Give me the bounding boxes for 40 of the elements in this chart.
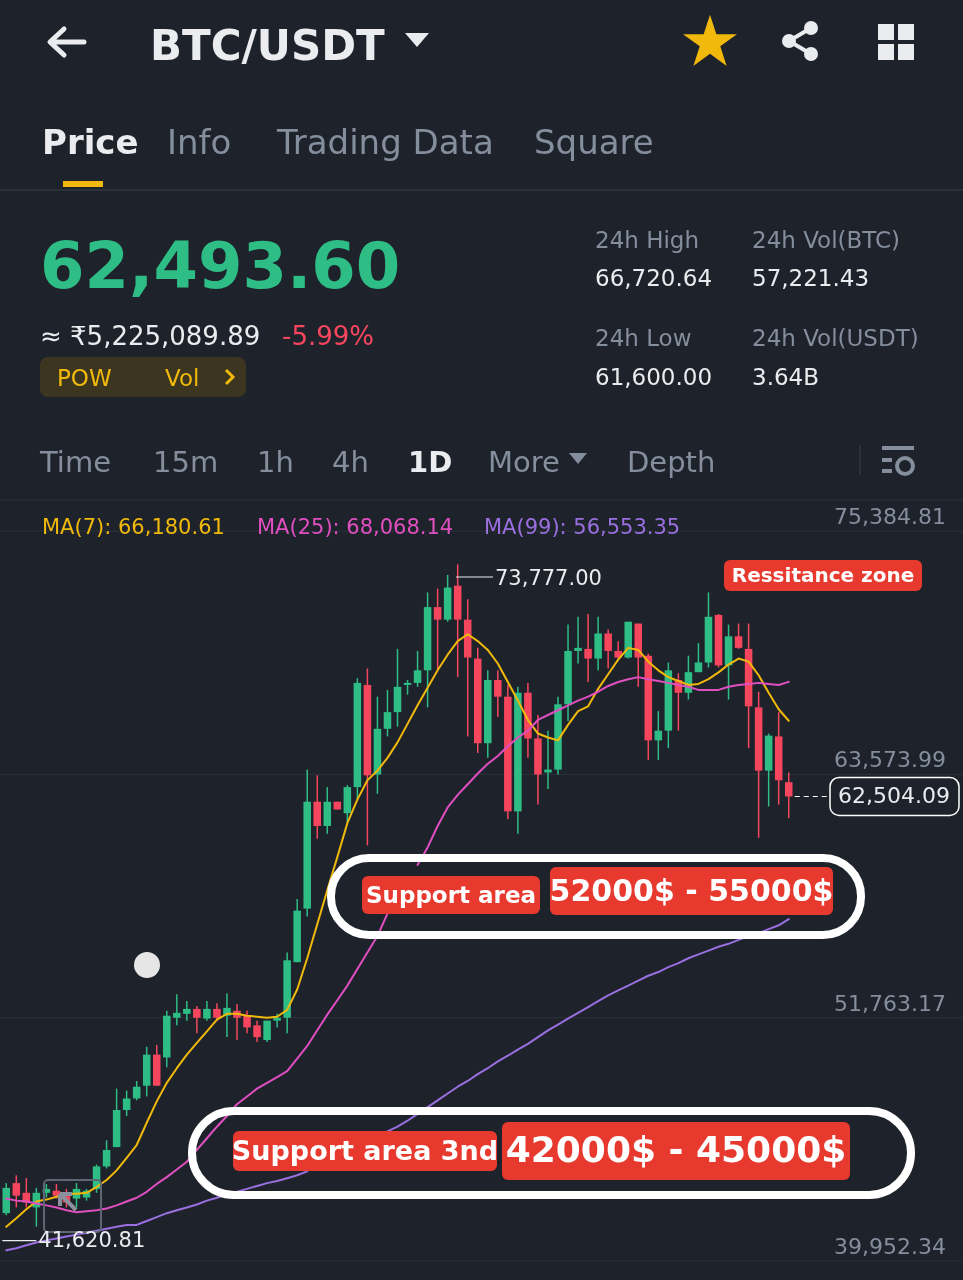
text: MA(7): 66,180.61 <box>42 515 225 539</box>
text: 66,720.64 <box>595 265 713 291</box>
y-tick-label: 51,763.17 <box>834 990 946 1016</box>
ref-line-label: 62,504.09 <box>838 783 950 809</box>
chart-title: BTC/USDT <box>150 21 386 70</box>
text: MA(99): 56,553.35 <box>484 515 681 539</box>
annotation: Support area 3nd <box>231 1134 499 1166</box>
text: -5.99% <box>282 321 374 351</box>
text: 1D <box>408 445 453 479</box>
text: 24h High <box>595 227 700 253</box>
y-tick-label: 75,384.81 <box>834 504 946 530</box>
text: 24h Vol(USDT) <box>752 325 919 351</box>
text: MA(25): 68,068.14 <box>257 515 454 539</box>
annotation: 73,777.00 <box>495 566 602 590</box>
text: 3.64B <box>752 364 819 390</box>
text: POW <box>57 365 112 391</box>
text: 24h Low <box>595 325 692 351</box>
annotation: Support area <box>366 881 536 908</box>
y-tick-label: 63,573.99 <box>834 747 946 773</box>
text: 57,221.43 <box>752 265 870 291</box>
text: 4h <box>332 445 369 479</box>
text: More <box>488 445 560 479</box>
text: 1h <box>257 445 294 479</box>
text: Trading Data <box>276 122 494 162</box>
text: 61,600.00 <box>595 364 713 390</box>
text: 24h Vol(BTC) <box>752 227 901 253</box>
text: Square <box>534 122 654 162</box>
annotation: 52000$ - 55000$ <box>549 872 834 908</box>
text: Price <box>42 122 139 162</box>
text: 15m <box>153 445 219 479</box>
text: Depth <box>627 445 716 479</box>
annotation: 41,620.81 <box>38 1227 146 1252</box>
annotation: 42000$ - 45000$ <box>505 1129 847 1170</box>
text: Vol <box>165 365 200 391</box>
text: ≈ ₹5,225,089.89 <box>40 321 261 351</box>
text: Info <box>167 122 232 162</box>
annotation: Ressitance zone <box>731 563 915 587</box>
text: Time <box>39 445 111 479</box>
y-tick-label: 39,952.34 <box>834 1233 946 1259</box>
text: 62,493.60 <box>40 229 401 303</box>
